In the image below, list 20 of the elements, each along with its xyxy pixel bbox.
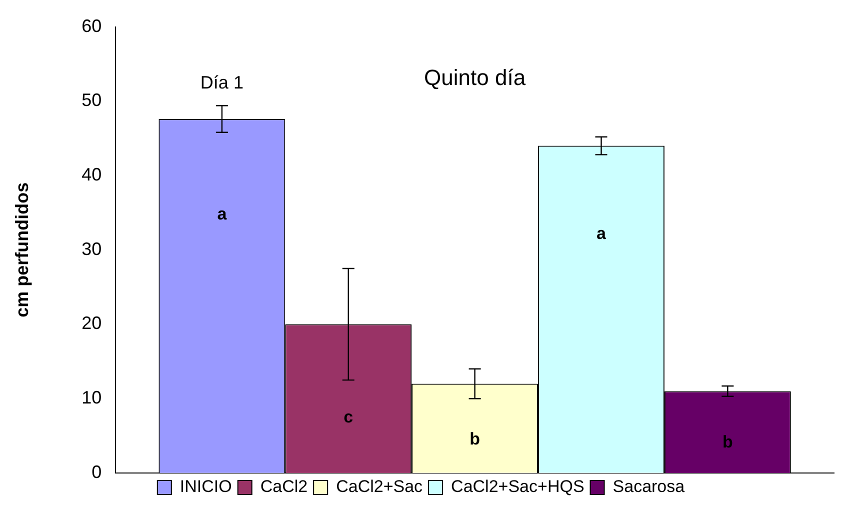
y-tick-label: 30: [82, 238, 102, 259]
legend-label: CaCl2+Sac: [336, 477, 424, 496]
y-tick-label: 0: [92, 462, 102, 482]
y-tick-label: 20: [82, 313, 102, 334]
y-tick-label: 10: [82, 388, 102, 408]
annotation: Día 1: [200, 72, 244, 93]
y-tick-label: 50: [82, 90, 102, 110]
annotation: b: [722, 432, 733, 452]
annotation: b: [470, 430, 480, 449]
y-tick-label: 60: [82, 16, 102, 36]
text: Quinto día: [424, 64, 526, 90]
legend-label: CaCl2+Sac+HQS: [451, 477, 584, 496]
annotation: a: [596, 224, 607, 243]
legend-label: INICIO: [180, 477, 232, 496]
y-tick-label: 40: [82, 164, 102, 184]
annotation: c: [344, 408, 354, 427]
y-axis-title: cm perfundidos: [12, 182, 32, 318]
legend-label: Sacarosa: [612, 477, 686, 496]
annotation: a: [217, 204, 228, 224]
legend-label: CaCl2: [260, 477, 308, 496]
